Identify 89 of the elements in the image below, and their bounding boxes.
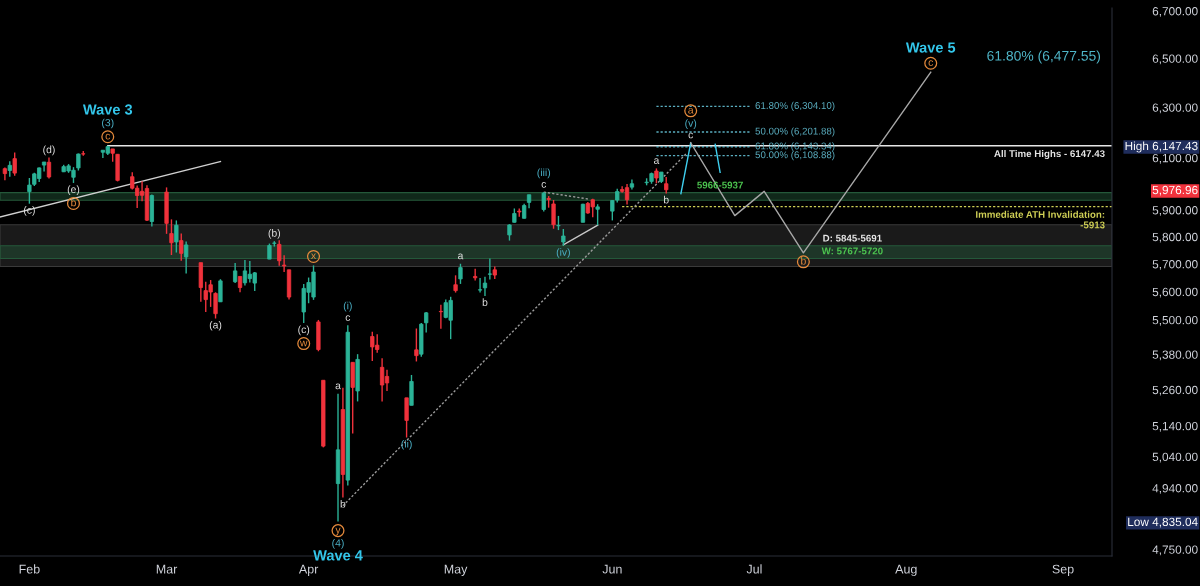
annotation: a	[335, 383, 341, 390]
annotation: a	[458, 253, 464, 260]
series-label: 61.80% (6,304.10)	[755, 101, 835, 111]
candlestick	[409, 374, 414, 407]
candlestick	[458, 263, 463, 285]
y-tick-label: High 6,147.43	[1125, 141, 1198, 153]
annotation: a	[653, 158, 660, 164]
annotation: (d)	[43, 145, 55, 156]
annotation: (b)	[268, 229, 281, 239]
candlestick	[184, 240, 189, 275]
y-tick-label: 5,800.00	[1152, 232, 1198, 243]
annotation: b	[340, 499, 346, 508]
x-tick-label: Feb	[19, 564, 40, 574]
annotation: b	[664, 195, 669, 204]
annotation: Wave 3	[82, 104, 133, 115]
y-tick-label: 6,300.00	[1152, 103, 1198, 114]
x-tick-label: Jun	[602, 564, 622, 574]
candlestick	[174, 219, 179, 254]
candlestick	[624, 183, 630, 206]
y-tick-label: 5,700.00	[1152, 260, 1198, 270]
annotation: Wave 4	[313, 550, 363, 561]
annotation: (ii)	[401, 439, 412, 450]
candlestick	[384, 368, 390, 392]
annotation: c	[928, 60, 934, 67]
annotation: b	[482, 298, 488, 306]
annotation: y	[335, 527, 341, 536]
x-tick-label: Jul	[746, 564, 762, 574]
annotation: (3)	[102, 118, 114, 129]
annotation: (iv)	[556, 248, 570, 258]
candlestick	[477, 277, 483, 294]
x-tick-label: Apr	[298, 564, 319, 576]
annotation: W: 5767-5720	[821, 247, 883, 255]
annotation: x	[311, 253, 317, 260]
annotation: Wave 5	[905, 42, 956, 53]
series-label: Immediate ATH Invalidation: -5913	[976, 210, 1105, 229]
y-tick-label: 5,040.00	[1152, 452, 1198, 463]
candlestick	[551, 199, 556, 230]
candlestick	[242, 259, 248, 287]
y-tick-label: 5,260.00	[1152, 385, 1198, 396]
y-tick-label: 6,700.00	[1152, 7, 1198, 17]
candlestick	[487, 257, 492, 281]
y-tick-label: 5,380.00	[1152, 350, 1198, 361]
y-tick-label: 5,500.00	[1152, 315, 1198, 326]
annotation: c	[688, 132, 694, 139]
annotation: (i)	[343, 301, 352, 312]
y-tick-label: 6,500.00	[1152, 54, 1198, 65]
annotation: (iii)	[537, 168, 551, 179]
x-tick-label: May	[444, 564, 468, 576]
annotation: 61.80% (6,477.55)	[987, 50, 1101, 64]
annotation: (v)	[685, 119, 697, 129]
annotation: w	[299, 340, 308, 347]
candlestick	[218, 278, 223, 303]
x-tick-label: Sep	[1052, 564, 1074, 576]
annotation: b	[801, 256, 806, 265]
candlestick	[414, 327, 419, 363]
annotation: (a)	[209, 320, 222, 331]
annotation: c	[541, 181, 547, 188]
candlestick	[482, 276, 488, 297]
y-tick-label: 5,140.00	[1152, 421, 1198, 432]
annotation: (e)	[67, 185, 80, 196]
candlestick	[473, 268, 478, 282]
candlestick	[179, 232, 184, 262]
candlestick	[404, 397, 409, 439]
y-tick-label: 5,976.96	[1152, 185, 1198, 196]
x-tick-label: Aug	[895, 564, 917, 576]
candlestick	[169, 218, 174, 256]
annotation: b	[71, 198, 76, 207]
candlestick	[541, 191, 546, 213]
annotation: (c)	[298, 325, 310, 336]
annotation: c	[345, 315, 351, 321]
annotation: (4)	[332, 539, 344, 549]
y-tick-label: 4,940.00	[1152, 484, 1198, 494]
y-tick-label: 5,900.00	[1152, 206, 1198, 216]
y-tick-label: 5,600.00	[1152, 287, 1198, 298]
candlestick	[438, 303, 444, 330]
y-tick-label: 4,750.00	[1152, 545, 1198, 556]
y-tick-label: 6,100.00	[1152, 153, 1198, 164]
series-label: 50.00% (6,201.88)	[755, 127, 835, 137]
candlestick	[213, 291, 218, 320]
y-tick-label: Low 4,835.04	[1128, 517, 1198, 528]
candlestick	[379, 357, 385, 403]
candlestick	[595, 203, 600, 226]
candlestick	[233, 262, 238, 284]
annotation: c	[105, 133, 111, 140]
annotation: a	[688, 107, 694, 114]
annotation: D: 5845-5691	[823, 234, 882, 242]
series-label: All Time Highs - 6147.43	[994, 149, 1105, 160]
series-label: 50.00% (6,108.88)	[755, 151, 835, 161]
x-tick-label: Mar	[156, 564, 178, 574]
